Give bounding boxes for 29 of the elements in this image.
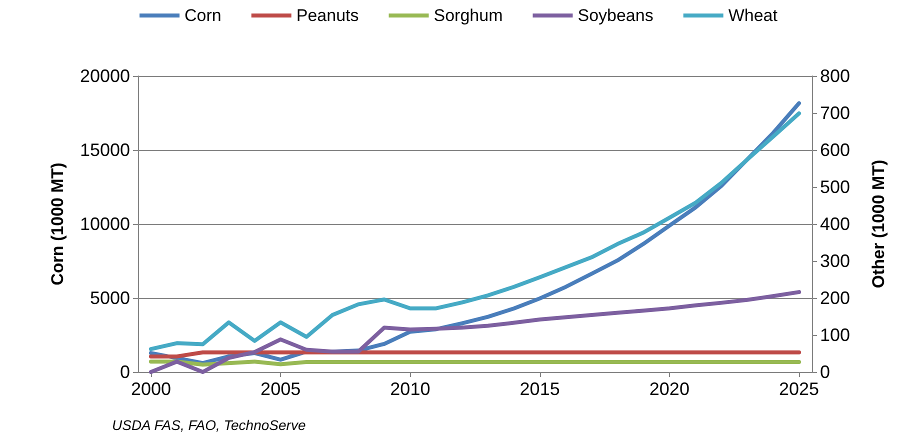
legend-label: Soybeans (578, 6, 654, 25)
x-tick-label: 2025 (779, 379, 820, 399)
x-tick-label: 2015 (520, 379, 560, 399)
legend-label: Peanuts (296, 6, 359, 25)
legend-label: Corn (184, 6, 222, 25)
y-tick-label: 20000 (80, 66, 130, 86)
legend-label: Sorghum (434, 6, 503, 25)
y2-tick-label: 700 (820, 103, 850, 123)
y-tick-label: 0 (120, 362, 130, 382)
y2-tick-label: 600 (820, 140, 850, 160)
y2-tick-label: 100 (820, 325, 850, 345)
text: USDA FAS, FAO, TechnoServe (112, 417, 306, 433)
y2-tick-label: 0 (820, 362, 830, 382)
y2-axis-title: Other (1000 MT) (869, 160, 888, 288)
y-tick-label: 5000 (90, 288, 130, 308)
x-tick-label: 2020 (649, 379, 690, 399)
line-series (148, 290, 802, 374)
y2-tick-label: 800 (820, 66, 850, 86)
y2-tick-label: 200 (820, 288, 850, 308)
y2-tick-label: 400 (820, 214, 850, 234)
legend-label: Wheat (728, 6, 778, 25)
y2-tick-label: 300 (820, 251, 850, 271)
x-tick-label: 2005 (260, 379, 301, 399)
y-tick-label: 10000 (80, 214, 130, 234)
x-tick-label: 2000 (130, 379, 171, 399)
y-tick-label: 15000 (80, 140, 130, 160)
y-axis-title: Corn (1000 MT) (48, 162, 67, 286)
y2-tick-label: 500 (820, 177, 850, 197)
x-tick-label: 2010 (390, 379, 430, 399)
